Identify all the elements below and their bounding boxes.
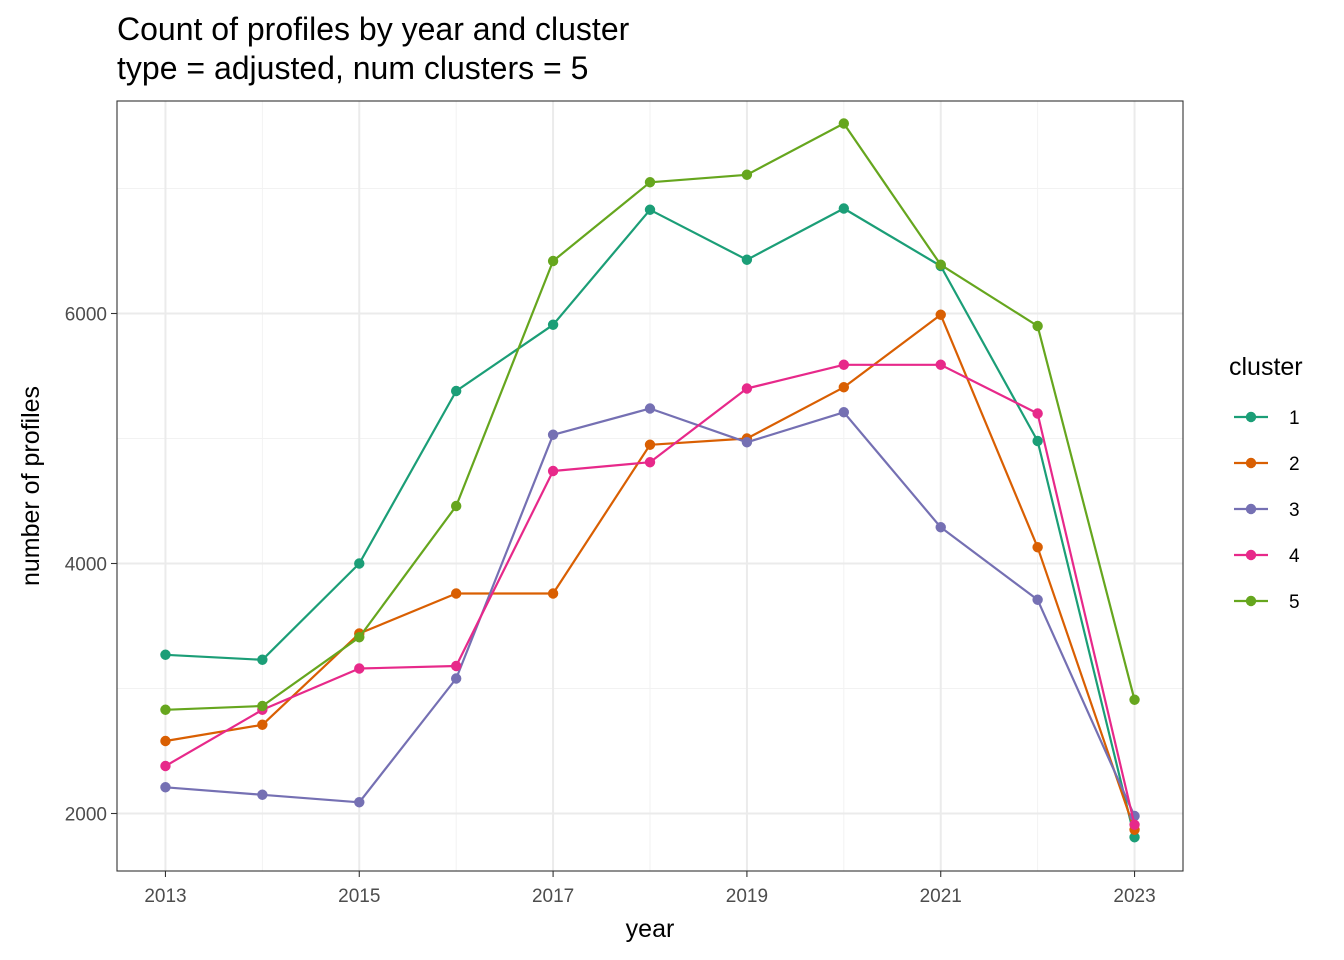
data-point-5 bbox=[257, 700, 268, 712]
chart-title: Count of profiles by year and cluster ty… bbox=[117, 10, 629, 88]
data-point-4 bbox=[354, 663, 365, 674]
data-point-3 bbox=[935, 522, 946, 533]
legend-title: cluster bbox=[1229, 353, 1303, 381]
data-point-2 bbox=[935, 309, 946, 320]
data-point-4 bbox=[838, 359, 850, 370]
legend-key-point bbox=[1245, 457, 1257, 469]
data-point-4 bbox=[160, 760, 171, 772]
data-point-5 bbox=[547, 255, 559, 267]
y-tick-label: 4000 bbox=[65, 555, 107, 576]
y-axis-title: number of profiles bbox=[17, 386, 45, 586]
y-tick-label: 6000 bbox=[65, 305, 107, 326]
data-point-4 bbox=[547, 465, 559, 477]
chart-title-line: Count of profiles by year and cluster bbox=[117, 11, 630, 47]
x-axis-title: year bbox=[626, 915, 675, 943]
data-point-5 bbox=[741, 169, 753, 180]
legend-item-1: 1 bbox=[1234, 408, 1300, 429]
data-point-1 bbox=[1032, 435, 1043, 447]
x-axis: 2013 2015 2017 2019 2021 2023 bbox=[144, 871, 1156, 907]
data-point-3 bbox=[354, 797, 365, 808]
y-tick-label: 2000 bbox=[65, 805, 107, 826]
data-point-1 bbox=[257, 654, 268, 665]
y-axis: 2000 4000 6000 bbox=[65, 305, 117, 826]
data-point-3 bbox=[160, 782, 171, 793]
minor-gridlines bbox=[117, 101, 1183, 871]
x-tick-label: 2017 bbox=[532, 886, 574, 907]
data-point-3 bbox=[257, 789, 268, 800]
plot-panel-border bbox=[116, 100, 1184, 872]
data-point-1 bbox=[644, 204, 656, 215]
series-3 bbox=[160, 403, 1140, 822]
data-point-5 bbox=[160, 704, 171, 715]
data-point-2 bbox=[1032, 542, 1043, 553]
x-tick-label: 2013 bbox=[144, 886, 186, 907]
legend-item-4: 4 bbox=[1234, 546, 1300, 567]
legend-label: 4 bbox=[1289, 546, 1300, 567]
legend-key-point bbox=[1245, 549, 1257, 561]
chart-subtitle-line: type = adjusted, num clusters = 5 bbox=[117, 50, 589, 86]
data-point-1 bbox=[450, 385, 462, 397]
x-tick-label: 2019 bbox=[726, 886, 768, 907]
legend: cluster 1 2 3 4 5 bbox=[1229, 353, 1303, 613]
data-point-4 bbox=[644, 457, 656, 468]
data-point-1 bbox=[547, 319, 559, 330]
data-point-2 bbox=[838, 382, 850, 393]
data-point-5 bbox=[354, 632, 365, 643]
x-tick-label: 2023 bbox=[1113, 886, 1155, 907]
legend-label: 2 bbox=[1289, 454, 1300, 475]
data-point-4 bbox=[450, 660, 462, 672]
data-point-5 bbox=[644, 177, 656, 188]
x-tick-label: 2015 bbox=[338, 886, 380, 907]
data-point-4 bbox=[935, 359, 946, 370]
data-point-3 bbox=[547, 429, 559, 440]
legend-key-point bbox=[1245, 411, 1257, 423]
data-point-5 bbox=[1032, 320, 1043, 332]
legend-label: 1 bbox=[1289, 408, 1300, 429]
data-point-1 bbox=[354, 558, 365, 569]
data-point-2 bbox=[160, 735, 171, 747]
data-point-1 bbox=[1129, 832, 1140, 843]
data-point-3 bbox=[1032, 594, 1043, 605]
data-point-3 bbox=[450, 673, 462, 684]
x-tick-label: 2021 bbox=[920, 886, 962, 907]
data-point-2 bbox=[450, 588, 462, 599]
data-point-5 bbox=[935, 259, 946, 270]
legend-item-2: 2 bbox=[1234, 454, 1300, 475]
data-point-2 bbox=[257, 719, 268, 730]
data-point-4 bbox=[1129, 819, 1140, 830]
legend-label: 5 bbox=[1289, 592, 1300, 613]
data-point-1 bbox=[741, 254, 753, 265]
series-layer bbox=[160, 118, 1140, 843]
data-point-3 bbox=[644, 403, 656, 414]
data-point-5 bbox=[450, 500, 462, 512]
data-point-3 bbox=[741, 437, 753, 448]
data-point-2 bbox=[547, 588, 559, 599]
data-point-1 bbox=[838, 203, 850, 214]
data-point-2 bbox=[644, 439, 656, 450]
data-point-5 bbox=[1129, 694, 1140, 705]
series-5 bbox=[160, 118, 1140, 715]
legend-item-5: 5 bbox=[1234, 592, 1300, 613]
legend-key-point bbox=[1245, 595, 1257, 607]
data-point-5 bbox=[838, 118, 850, 129]
data-point-4 bbox=[1032, 408, 1043, 419]
legend-label: 3 bbox=[1289, 500, 1300, 521]
data-point-3 bbox=[838, 407, 850, 418]
data-point-1 bbox=[160, 649, 171, 660]
data-point-4 bbox=[741, 383, 753, 394]
legend-item-3: 3 bbox=[1234, 500, 1300, 521]
legend-key-point bbox=[1245, 503, 1257, 515]
